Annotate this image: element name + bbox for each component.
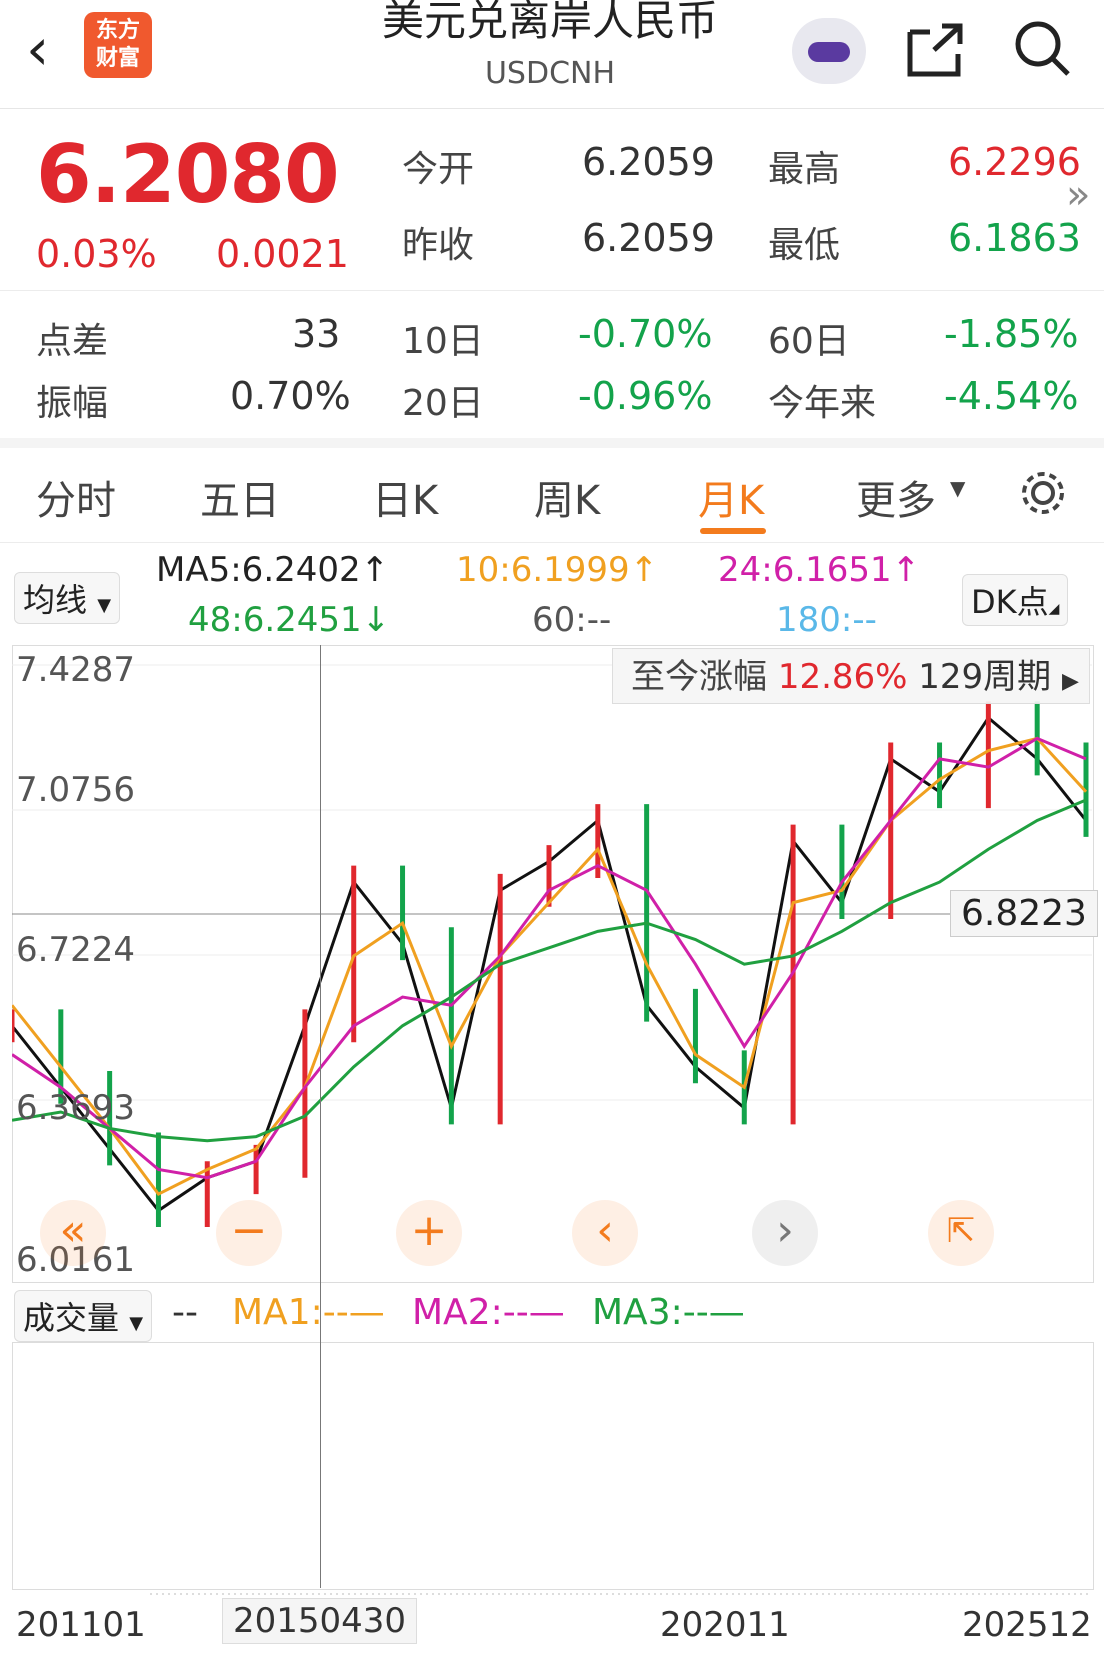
amplitude-label: 振幅 xyxy=(36,383,109,424)
x-tick-1: 201101 xyxy=(16,1605,146,1645)
tab-intraday[interactable]: 分时 xyxy=(36,478,116,524)
tab-weekly-k[interactable]: 周K xyxy=(534,478,601,524)
y-tick-3: 6.7224 xyxy=(16,930,135,970)
rewind-icon[interactable]: « xyxy=(40,1200,106,1266)
assistant-robot-icon[interactable] xyxy=(792,18,866,84)
prev-close-value: 6.2059 xyxy=(582,216,715,260)
ma24-label: 24:6.1651↑ xyxy=(718,550,921,590)
series-line-24 xyxy=(12,736,1087,1180)
ma10-text: 10:6.1999 xyxy=(456,550,630,590)
back-icon[interactable]: ‹ xyxy=(26,15,50,83)
d60-label: 60日 xyxy=(768,321,850,362)
low-label: 最低 xyxy=(768,225,841,266)
volume-selector-label: 成交量 xyxy=(23,1299,120,1337)
fullscreen-icon[interactable]: ⇱ xyxy=(928,1200,994,1266)
d60-value: -1.85% xyxy=(944,312,1079,356)
prev-close-label: 昨收 xyxy=(402,225,475,266)
scroll-right-icon[interactable]: › xyxy=(752,1200,818,1266)
vol-ma3: MA3:--— xyxy=(592,1292,745,1333)
y-tick-2: 7.0756 xyxy=(16,770,135,810)
stats-panel xyxy=(0,292,1104,448)
ma-selector[interactable]: 均线 ▼ xyxy=(14,572,121,624)
dropdown-icon: ▼ xyxy=(129,1313,144,1334)
spread-value: 33 xyxy=(292,312,341,356)
tab-monthly-k[interactable]: 月K xyxy=(698,478,765,524)
symbol-code: USDCNH xyxy=(484,56,616,91)
ma5-text: MA5:6.2402 xyxy=(156,550,361,590)
zoom-in-icon[interactable]: + xyxy=(396,1200,462,1266)
search-icon[interactable] xyxy=(1010,16,1076,82)
crosshair-price-label: 6.8223 xyxy=(950,890,1098,937)
amplitude-value: 0.70% xyxy=(230,374,351,418)
time-axis-ticks xyxy=(150,1593,1090,1595)
spread-label: 点差 xyxy=(36,321,109,362)
active-tab-indicator xyxy=(700,528,766,534)
chevron-right-icon: ▶ xyxy=(1062,669,1079,694)
volume-dash: -- xyxy=(172,1292,198,1333)
vol-ma2-text: MA2:-- xyxy=(412,1292,529,1333)
kline-svg xyxy=(12,664,1092,1227)
ma24-text: 24:6.1651 xyxy=(718,550,892,590)
ma-selector-label: 均线 xyxy=(23,581,88,619)
ma180-label: 180:-- xyxy=(776,600,877,640)
vol-ma3-text: MA3:-- xyxy=(592,1292,709,1333)
low-value: 6.1863 xyxy=(948,216,1081,260)
ma48-text: 48:6.2451 xyxy=(188,600,362,640)
dropdown-icon: ▼ xyxy=(97,595,112,616)
gain-since-box[interactable]: 至今涨幅 12.86% 129周期 ▶ xyxy=(612,648,1090,704)
series-line-10 xyxy=(12,736,1088,1197)
page-title: 美元兑离岸人民币 xyxy=(381,0,718,45)
ytd-label: 今年来 xyxy=(768,383,877,424)
quote-panel xyxy=(0,110,1104,291)
series-line-48 xyxy=(12,798,1087,1143)
d20-value: -0.96% xyxy=(578,374,713,418)
x-tick-crosshair: 20150430 xyxy=(222,1598,418,1644)
zoom-out-icon[interactable]: − xyxy=(216,1200,282,1266)
top-bar xyxy=(0,0,1104,109)
tab-five-day[interactable]: 五日 xyxy=(200,478,280,524)
d10-label: 10日 xyxy=(402,321,484,362)
crosshair-vertical xyxy=(320,645,321,1588)
x-tick-4: 202512 xyxy=(962,1605,1092,1645)
high-label: 最高 xyxy=(768,149,841,190)
last-price: 6.2080 xyxy=(36,128,340,221)
share-icon[interactable] xyxy=(904,20,970,80)
y-tick-4: 6.3693 xyxy=(16,1088,135,1128)
change-value: 0.0021 xyxy=(216,232,349,276)
change-percent: 0.03% xyxy=(36,232,157,276)
gain-percent: 12.86% xyxy=(777,657,908,697)
volume-chart[interactable] xyxy=(12,1342,1094,1590)
tab-more[interactable]: 更多 xyxy=(856,478,936,524)
x-tick-3: 202011 xyxy=(660,1605,790,1645)
more-dropdown-icon[interactable]: ▼ xyxy=(950,476,966,500)
ytd-value: -4.54% xyxy=(944,374,1079,418)
ma60-label: 60:-- xyxy=(532,600,612,640)
ma48-label: 48:6.2451↓ xyxy=(188,600,391,640)
vol-ma2: MA2:--— xyxy=(412,1292,565,1333)
volume-selector[interactable]: 成交量 ▼ xyxy=(14,1290,153,1342)
expand-chevron-icon[interactable]: » xyxy=(1066,172,1091,218)
vol-ma1-text: MA1:-- xyxy=(232,1292,349,1333)
ma10-label: 10:6.1999↑ xyxy=(456,550,659,590)
gain-label: 至今涨幅 xyxy=(631,657,767,697)
high-value: 6.2296 xyxy=(948,140,1081,184)
settings-gear-icon[interactable] xyxy=(1016,466,1070,520)
period-tabs xyxy=(0,452,1104,543)
gain-periods: 129周期 xyxy=(918,657,1052,697)
open-value: 6.2059 xyxy=(582,140,715,184)
tab-daily-k[interactable]: 日K xyxy=(372,478,439,524)
scroll-left-icon[interactable]: ‹ xyxy=(572,1200,638,1266)
y-tick-1: 7.4287 xyxy=(16,650,135,690)
corner-arrow-icon: ◢ xyxy=(1048,601,1060,617)
d20-label: 20日 xyxy=(402,383,484,424)
dk-label: DK点 xyxy=(971,583,1049,621)
open-label: 今开 xyxy=(402,149,475,190)
vol-ma1: MA1:--— xyxy=(232,1292,385,1333)
app-logo: 东方 财富 xyxy=(84,12,152,78)
dk-point-button[interactable]: DK点◢ xyxy=(962,574,1069,626)
d10-value: -0.70% xyxy=(578,312,713,356)
ma5-label: MA5:6.2402↑ xyxy=(156,550,390,590)
y-tick-5: 6.0161 xyxy=(16,1240,135,1280)
